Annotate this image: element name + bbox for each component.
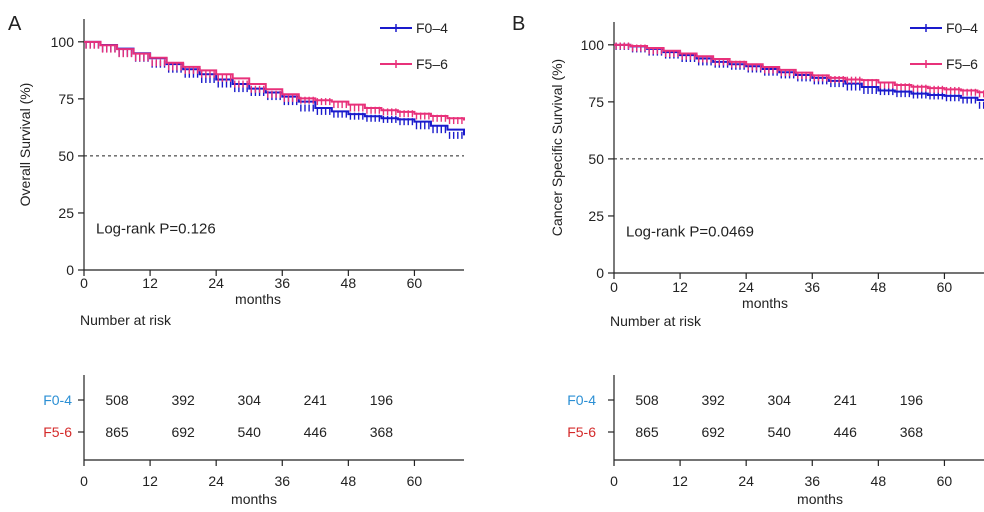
legend-label: F5–6 xyxy=(946,56,978,72)
risk-x-tick-label: 36 xyxy=(274,473,290,489)
logrank-annotation: Log-rank P=0.0469 xyxy=(626,223,754,240)
risk-value: 368 xyxy=(370,424,394,440)
risk-value: 241 xyxy=(304,392,328,408)
y-tick-label: 25 xyxy=(588,208,604,224)
risk-x-tick-label: 36 xyxy=(804,473,820,489)
risk-table-title: Number at risk xyxy=(80,312,172,328)
x-tick-label: 12 xyxy=(142,275,158,291)
risk-x-tick-label: 60 xyxy=(937,473,953,489)
y-tick-label: 75 xyxy=(58,91,74,107)
risk-value: 241 xyxy=(834,392,858,408)
risk-value: 540 xyxy=(768,424,792,440)
risk-value: 304 xyxy=(238,392,262,408)
logrank-annotation: Log-rank P=0.126 xyxy=(96,220,216,237)
x-tick-label: 12 xyxy=(672,279,688,295)
y-axis-title: Cancer Specific Survival (%) xyxy=(549,59,565,236)
risk-x-tick-label: 48 xyxy=(341,473,357,489)
risk-value: 196 xyxy=(370,392,394,408)
risk-x-tick-label: 48 xyxy=(871,473,887,489)
panel-letter: A xyxy=(8,13,22,35)
risk-value: 446 xyxy=(304,424,328,440)
legend-label: F0–4 xyxy=(416,20,448,36)
risk-x-tick-label: 24 xyxy=(738,473,754,489)
y-tick-label: 100 xyxy=(51,34,75,50)
risk-row-label: F0-4 xyxy=(43,392,72,408)
panel-letter: B xyxy=(512,13,525,35)
y-tick-label: 0 xyxy=(66,262,74,278)
risk-value: 508 xyxy=(105,392,129,408)
risk-x-axis-title: months xyxy=(797,491,843,507)
risk-value: 508 xyxy=(635,392,659,408)
risk-x-tick-label: 0 xyxy=(80,473,88,489)
km-panel-b: B 0 25 50 75 100 0 12 24 36 48 60 months Cancer Speci… xyxy=(512,13,984,507)
risk-value: 446 xyxy=(834,424,858,440)
risk-value: 392 xyxy=(171,392,195,408)
risk-row-label: F5-6 xyxy=(567,424,596,440)
risk-x-tick-label: 60 xyxy=(407,473,423,489)
x-tick-label: 48 xyxy=(871,279,887,295)
risk-row-label: F5-6 xyxy=(43,424,72,440)
x-tick-label: 0 xyxy=(610,279,618,295)
risk-value: 540 xyxy=(238,424,262,440)
risk-value: 392 xyxy=(701,392,725,408)
x-axis-title: months xyxy=(742,295,788,311)
survival-curve-f5-6 xyxy=(84,40,465,121)
legend-label: F0–4 xyxy=(946,20,978,36)
risk-value: 692 xyxy=(701,424,725,440)
risk-value: 865 xyxy=(635,424,659,440)
risk-value: 692 xyxy=(171,424,195,440)
x-tick-label: 60 xyxy=(937,279,953,295)
risk-x-axis-title: months xyxy=(231,491,277,507)
km-panel-a: A 0 25 50 75 100 0 12 24 36 48 60 months Overall Surv… xyxy=(8,13,465,507)
y-axis-title: Overall Survival (%) xyxy=(17,83,33,207)
x-tick-label: 48 xyxy=(341,275,357,291)
y-tick-label: 0 xyxy=(596,265,604,281)
risk-x-tick-label: 24 xyxy=(208,473,224,489)
risk-row-label: F0-4 xyxy=(567,392,596,408)
x-tick-label: 36 xyxy=(274,275,290,291)
x-tick-label: 36 xyxy=(804,279,820,295)
risk-value: 196 xyxy=(900,392,924,408)
y-tick-label: 25 xyxy=(58,205,74,221)
x-tick-label: 60 xyxy=(407,275,423,291)
y-tick-label: 50 xyxy=(58,148,74,164)
x-tick-label: 0 xyxy=(80,275,88,291)
y-tick-label: 50 xyxy=(588,151,604,167)
x-tick-label: 24 xyxy=(208,275,224,291)
risk-value: 368 xyxy=(900,424,924,440)
risk-x-tick-label: 12 xyxy=(142,473,158,489)
risk-x-tick-label: 12 xyxy=(672,473,688,489)
y-tick-label: 75 xyxy=(588,94,604,110)
risk-value: 304 xyxy=(768,392,792,408)
x-tick-label: 24 xyxy=(738,279,754,295)
risk-table-title: Number at risk xyxy=(610,313,702,329)
legend-label: F5–6 xyxy=(416,56,448,72)
x-axis-title: months xyxy=(235,291,281,307)
risk-x-tick-label: 0 xyxy=(610,473,618,489)
y-tick-label: 100 xyxy=(581,37,605,53)
risk-value: 865 xyxy=(105,424,129,440)
